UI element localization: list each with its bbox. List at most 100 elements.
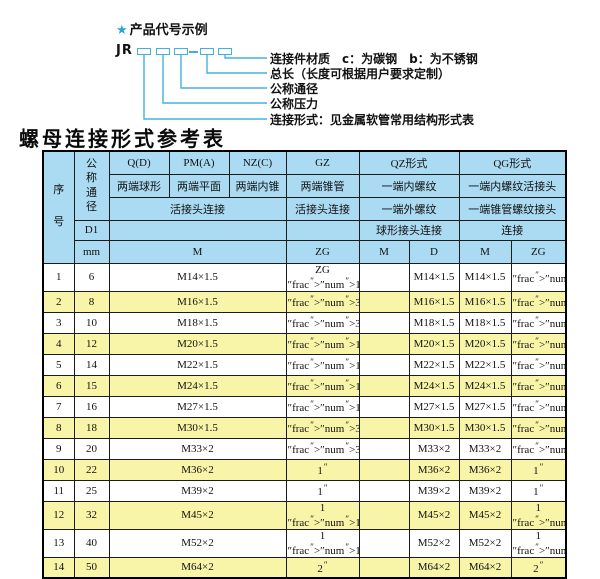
unit-header-zg: ZG (285, 239, 360, 264)
cell-mm: 32 (73, 500, 110, 530)
cell-qg-m: M22×1.5 (458, 353, 512, 376)
table-row: 818M30×1.5″frac″>″num″>3″den″>4″M30×1.5M… (42, 416, 567, 439)
code-box-5 (218, 48, 232, 55)
cell-index: 13 (42, 528, 75, 558)
cell-zg: ″frac″>″num″>1″den″>2″ (285, 353, 360, 376)
cell-mm: 8 (73, 290, 110, 313)
cell-mm: 18 (73, 416, 110, 439)
cell-m-thread: M22×1.5 (108, 353, 287, 376)
diagram-label-diameter: 公称通径 (270, 82, 319, 96)
subheader-gz-union: 活接头连接 (285, 196, 360, 221)
table-row: 14 50 M64×2 2″ M64×2 M64×2 2″ (42, 556, 567, 579)
cell-qz-m (358, 353, 410, 376)
cell-qg-m: M18×1.5 (458, 311, 512, 334)
cell-qg-zg: ″frac″>″num″>1″den″>2″ (510, 374, 567, 397)
cell-index: 8 (42, 416, 75, 439)
diagram-title-text: 产品代号示例 (129, 23, 208, 38)
col-header-gz: GZ (285, 150, 360, 175)
cell-qg-zg: 1″ (510, 458, 567, 481)
cell-qg-m: M45×2 (458, 500, 512, 530)
cell-mm: 15 (73, 374, 110, 397)
code-box-2 (156, 48, 170, 55)
code-box-4 (200, 48, 214, 55)
table-row: 920M33×2″frac″>″num″>3″den″>4″M33×2M33×2… (42, 437, 567, 460)
cell-index: 2 (42, 290, 75, 313)
cell-zg: ″frac″>″num″>3″den″>4″ (285, 437, 360, 460)
unit-header-qz-m: M (358, 239, 410, 264)
cell-qg-zg: ″frac″>″num″>3″den″>4″ (510, 416, 567, 439)
cell-qz-d: M20×1.5 (408, 332, 460, 355)
cell-zg: ″frac″>″num″>1″den″>2″ (285, 374, 360, 397)
cell-index: 9 (42, 437, 75, 460)
cell-index: 4 (42, 332, 75, 355)
cell-m-thread: M64×2 (108, 556, 287, 579)
cell-qz-m (358, 479, 410, 502)
document-page: ★ 产品代号示例 JR 连接件材质 c：为碳钢 b：为不锈钢 总长（长度可根据用户… (19, 23, 568, 579)
cell-mm: 22 (73, 458, 110, 481)
cell-index: 10 (42, 458, 75, 481)
cell-qz-d: M52×2 (408, 528, 460, 558)
cell-index: 12 (42, 500, 75, 530)
cell-m-thread: M24×1.5 (108, 374, 287, 397)
cell-qg-m: M64×2 (458, 556, 512, 579)
cell-qg-zg: ″frac″>″num″>1″den″>2″ (510, 353, 567, 376)
subheader-qg-taper-thread: 一端锥管螺纹接头 (458, 196, 567, 221)
cell-index: 6 (42, 374, 75, 397)
cell-qz-m (358, 528, 410, 558)
table-row: 716M27×1.5″frac″>″num″>1″den″>2″M27×1.5M… (42, 395, 567, 418)
cell-qz-d: M39×2 (408, 479, 460, 502)
cell-qz-m (358, 500, 410, 530)
table-title: 螺母连接形式参考表 (19, 126, 226, 152)
cell-zg: 1″ (285, 479, 360, 502)
cell-mm: 25 (73, 479, 110, 502)
cell-zg: ″frac″>″num″>3″den″>8″ (285, 290, 360, 313)
cell-mm: 6 (73, 262, 110, 292)
cell-qg-zg: ″frac″>″num″>3″den″>4″ (510, 437, 567, 460)
diagram-label-connection: 连接形式：见金属软管常用结构形式表 (270, 113, 475, 127)
cell-zg: 1 ″frac″>″num″>1″den″>2″ (285, 528, 360, 558)
cell-qz-d: M16×1.5 (408, 290, 460, 313)
cell-mm: 12 (73, 332, 110, 355)
subheader-qz-desc: 一端内螺纹 (358, 173, 460, 198)
subheader-d1: D1 (73, 219, 110, 241)
cell-zg: ″frac″>″num″>1″den″>2″ (285, 332, 360, 355)
subheader-mm: mm (73, 239, 110, 264)
cell-mm: 50 (73, 556, 110, 579)
table-row: 10 22 M36×2 1″ M36×2 M36×2 1″ (42, 458, 567, 481)
col-header-nominal-diameter: 公称通径 (73, 150, 110, 221)
cell-index: 3 (42, 311, 75, 334)
cell-qz-m (358, 395, 410, 418)
cell-m-thread: M39×2 (108, 479, 287, 502)
col-header-qd: Q(D) (108, 150, 170, 175)
table-row: 615M24×1.5″frac″>″num″>1″den″>2″M24×1.5M… (42, 374, 567, 397)
cell-qz-d: M22×1.5 (408, 353, 460, 376)
cell-qz-d: M27×1.5 (408, 395, 460, 418)
cell-m-thread: M14×1.5 (108, 262, 287, 292)
diagram-label-pressure: 公称压力 (270, 97, 319, 111)
cell-zg: 1 ″frac″>″num″>1″den″>4″ (285, 500, 360, 530)
diagram-label-material: 连接件材质 c：为碳钢 b：为不锈钢 (270, 52, 478, 66)
cell-qg-zg: ″frac″>″num″>1″den″>4″ (510, 262, 567, 292)
cell-qg-zg: ″frac″>″num″>3″den″>8″ (510, 290, 567, 313)
cell-qg-m: M30×1.5 (458, 416, 512, 439)
table-row: 310M18×1.5″frac″>″num″>3″den″>8″M18×1.5M… (42, 311, 567, 334)
unit-header-qz-d: D (408, 239, 460, 264)
product-code-prefix: JR (116, 43, 133, 58)
cell-m-thread: M20×1.5 (108, 332, 287, 355)
cell-m-thread: M30×1.5 (108, 416, 287, 439)
subheader-gz-desc: 两端锥管 (285, 173, 360, 198)
cell-qg-zg: ″frac″>″num″>1″den″>2″ (510, 395, 567, 418)
cell-zg: ″frac″>″num″>3″den″>4″ (285, 416, 360, 439)
cell-qg-m: M39×2 (458, 479, 512, 502)
cell-index: 1 (42, 262, 75, 292)
star-icon: ★ (116, 23, 128, 38)
cell-qg-zg: ″frac″>″num″>3″den″>8″ (510, 311, 567, 334)
nut-connection-reference-table: 序号 公称通径 Q(D) PM(A) NZ(C) GZ QZ形式 QG形式 两端… (42, 150, 568, 579)
col-header-qz-form: QZ形式 (358, 150, 460, 175)
cell-qz-d: M64×2 (408, 556, 460, 579)
cell-mm: 14 (73, 353, 110, 376)
cell-zg: ″frac″>″num″>3″den″>8″ (285, 311, 360, 334)
cell-qg-zg: 2″ (510, 556, 567, 579)
